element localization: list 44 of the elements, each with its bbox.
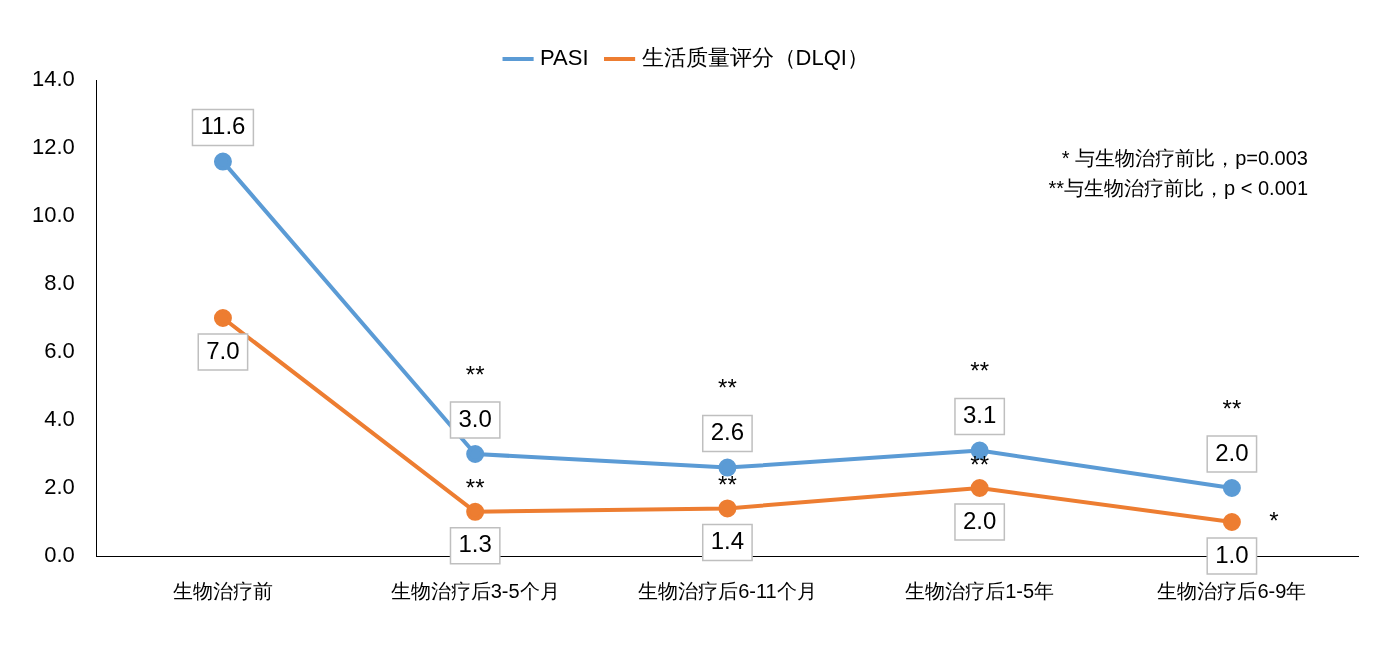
y-tick-label: 0.0 (44, 542, 75, 568)
point (718, 499, 737, 518)
x-tick-label: 生物治疗前 (172, 579, 273, 602)
y-tick-label: 6.0 (44, 338, 75, 364)
x-tick-label: 生物治疗后6-9年 (1157, 579, 1307, 602)
data-label: 3.1 (962, 401, 997, 429)
y-tick-label: 14.0 (31, 66, 75, 92)
y-tick-label: 2.0 (44, 474, 75, 500)
annotation: ** (718, 471, 737, 499)
point (466, 502, 485, 521)
data-label: 1.4 (710, 527, 745, 555)
annotation: * 与生物治疗前比，p=0.003 (1060, 146, 1308, 171)
annotation: ** (970, 357, 989, 385)
annotation: ** (970, 450, 989, 478)
data-label: 2.0 (962, 506, 997, 534)
data-label: 7.0 (206, 336, 240, 364)
point (213, 309, 232, 327)
point (970, 479, 989, 497)
data-label: 11.6 (200, 112, 246, 140)
point (213, 152, 232, 171)
annotation: **与生物治疗前比，p < 0.001 (1048, 176, 1308, 201)
legend-label: PASI (540, 45, 589, 71)
data-label: 1.0 (1215, 540, 1249, 568)
y-tick-label: 12.0 (31, 134, 75, 160)
annotation: * (1269, 506, 1279, 534)
data-label: 1.3 (458, 530, 492, 558)
point (1222, 479, 1241, 497)
x-tick-label: 生物治疗后3-5个月 (390, 579, 560, 602)
data-label: 2.6 (710, 418, 745, 446)
x-tick-label: 生物治疗后1-5年 (905, 579, 1055, 602)
annotation: ** (1222, 394, 1242, 422)
point (718, 458, 737, 477)
y-tick-label: 8.0 (44, 270, 75, 296)
legend-label: 生活质量评分（DLQI） (641, 45, 869, 71)
y-tick-label: 4.0 (44, 406, 75, 432)
data-label: 2.0 (1215, 438, 1249, 466)
point (466, 445, 485, 463)
point (1222, 513, 1241, 531)
annotation: ** (718, 374, 737, 402)
data-label: 3.0 (458, 404, 492, 432)
annotation: ** (465, 360, 485, 388)
annotation: ** (465, 474, 485, 502)
x-tick-label: 生物治疗后6-11个月 (638, 579, 817, 602)
y-tick-label: 10.0 (31, 202, 75, 228)
